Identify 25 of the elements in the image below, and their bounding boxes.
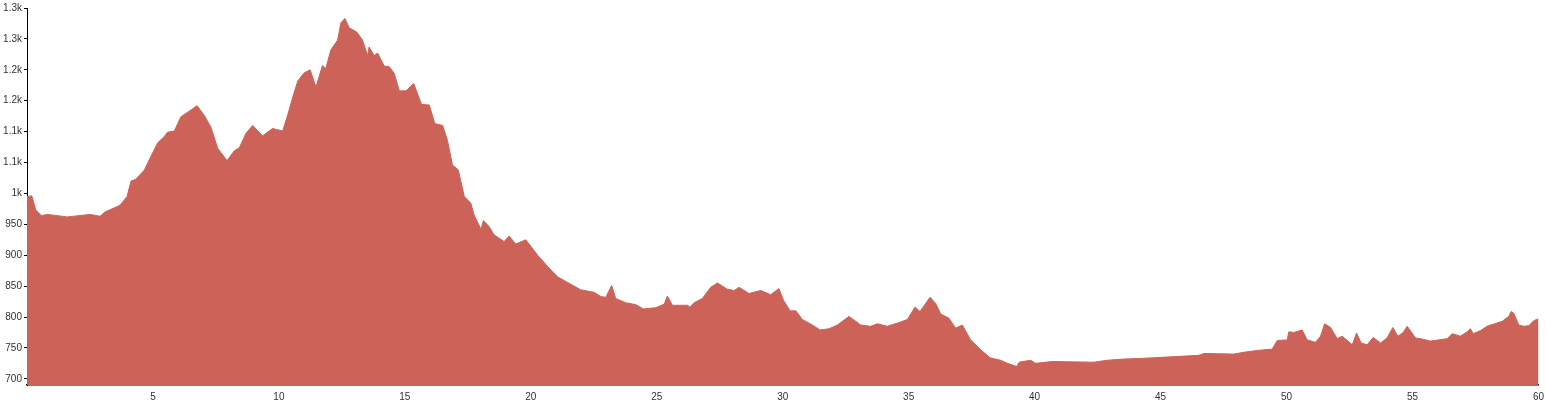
y-tick-label: 900 — [5, 248, 23, 260]
x-tick-label: 15 — [399, 390, 411, 402]
y-tick-label: 700 — [5, 372, 23, 384]
x-tick-label: 25 — [651, 390, 663, 402]
x-tick-label: 50 — [1280, 390, 1293, 402]
x-tick-label: 5 — [150, 390, 157, 402]
y-tick-label: 1.2k — [3, 63, 23, 75]
y-tick-label: 750 — [5, 341, 23, 353]
x-tick-label: 35 — [903, 390, 915, 402]
y-tick-label: 1.1k — [3, 125, 23, 137]
y-tick-label: 1.2k — [3, 94, 23, 106]
y-tick-label: 1.3k — [3, 32, 23, 44]
x-tick-label: 20 — [525, 390, 537, 402]
y-tick-label: 1.3k — [3, 1, 23, 13]
y-tick-label: 1k — [11, 187, 23, 199]
y-tick-label: 800 — [5, 310, 23, 322]
y-tick-label: 950 — [5, 218, 23, 230]
x-tick-label: 45 — [1155, 390, 1167, 402]
x-tick-label: 60 — [1532, 390, 1545, 402]
x-tick-label: 30 — [777, 390, 789, 402]
x-tick-label: 55 — [1406, 390, 1419, 402]
y-tick-label: 850 — [5, 279, 23, 291]
y-tick-label: 1.1k — [3, 156, 23, 168]
x-tick-label: 10 — [273, 390, 285, 402]
x-tick-label: 40 — [1029, 390, 1041, 402]
